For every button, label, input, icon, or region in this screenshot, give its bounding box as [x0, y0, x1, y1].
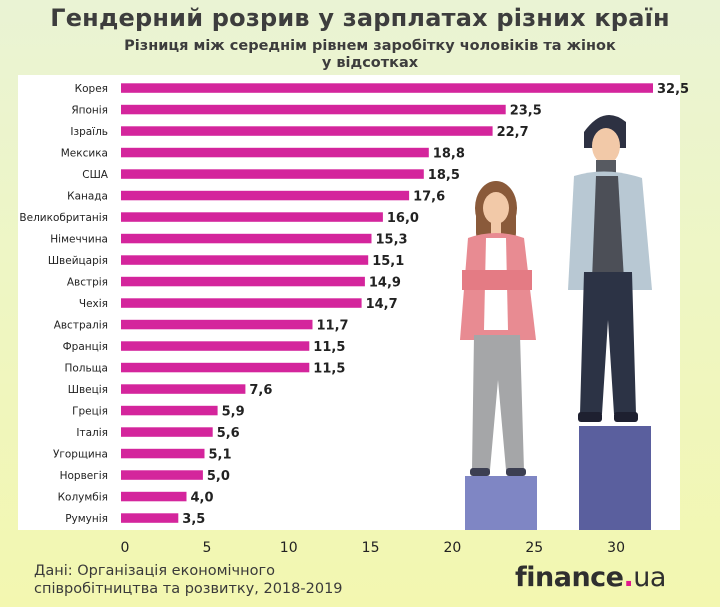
value-label-12: 11,5	[313, 340, 345, 355]
category-label-17: Угорщина	[53, 449, 108, 461]
value-label-19: 4,0	[191, 491, 214, 506]
value-label-11: 11,7	[317, 319, 349, 334]
source-note: Дані: Організація економічного співробіт…	[34, 562, 343, 598]
category-label-7: Німеччина	[50, 234, 108, 246]
source-line-1: Дані: Організація економічного	[34, 563, 275, 579]
category-label-12: Франція	[63, 341, 108, 353]
category-label-11: Австралія	[54, 320, 108, 332]
value-label-9: 14,9	[369, 276, 401, 291]
bar-17	[121, 448, 205, 459]
bar-11	[121, 319, 313, 330]
category-label-13: Польща	[64, 363, 108, 375]
value-label-17: 5,1	[209, 448, 232, 463]
country-labels: Корея Японія Ізраїль Мексика США Канада Велико…	[19, 83, 108, 525]
bars	[121, 83, 653, 523]
value-label-7: 15,3	[376, 233, 408, 248]
value-label-4: 18,5	[428, 168, 460, 183]
category-label-15: Греція	[72, 406, 108, 418]
bar-1	[121, 104, 506, 115]
pedestal-high	[579, 426, 651, 530]
logo-main: finance	[515, 562, 624, 593]
bar-6	[121, 212, 383, 222]
value-label-14: 7,6	[249, 383, 272, 398]
bar-5	[121, 190, 410, 201]
category-label-16: Італія	[76, 427, 108, 439]
value-label-10: 14,7	[366, 297, 398, 312]
value-labels: 32,5 23,5 22,7 18,8 18,5 17,6 16,0 15,3 15,1 14,9…	[182, 82, 689, 527]
bar-19	[121, 491, 187, 502]
value-label-15: 5,9	[222, 405, 245, 420]
x-axis: 0 5 10 15 20 25 30	[121, 540, 625, 556]
bar-12	[121, 341, 310, 351]
chart-subtitle: Різниця між середнім рівнем заробітку чо…	[90, 38, 650, 72]
bar-15	[121, 405, 218, 416]
subtitle-line-1: Різниця між середнім рівнем заробітку чо…	[124, 38, 616, 54]
bar-10	[121, 298, 362, 308]
category-label-5: Канада	[67, 191, 108, 203]
category-label-8: Швейцарія	[48, 255, 108, 267]
x-tick-6: 30	[607, 540, 625, 556]
pedestal-low	[465, 476, 537, 530]
category-label-4: США	[82, 169, 109, 181]
x-tick-3: 15	[362, 540, 380, 556]
value-label-20: 3,5	[182, 512, 205, 527]
bar-7	[121, 233, 372, 244]
bar-2	[121, 126, 493, 136]
x-tick-4: 20	[443, 540, 461, 556]
bar-0	[121, 83, 653, 93]
category-label-0: Корея	[75, 83, 108, 95]
subtitle-line-2: у відсотках	[321, 55, 419, 71]
value-label-8: 15,1	[372, 254, 404, 269]
illustration	[460, 114, 652, 530]
bar-8	[121, 255, 369, 265]
x-tick-2: 10	[280, 540, 298, 556]
bar-9	[121, 276, 365, 287]
value-label-6: 16,0	[387, 211, 419, 226]
category-label-2: Ізраїль	[70, 126, 108, 138]
bar-3	[121, 147, 429, 158]
category-label-3: Мексика	[61, 148, 108, 160]
bar-16	[121, 427, 213, 437]
bar-18	[121, 470, 203, 480]
bar-4	[121, 169, 424, 179]
category-label-20: Румунія	[65, 513, 108, 525]
value-label-16: 5,6	[217, 426, 240, 441]
category-label-6: Великобританія	[19, 212, 108, 224]
bar-14	[121, 384, 246, 394]
value-label-1: 23,5	[510, 104, 542, 119]
x-tick-1: 5	[202, 540, 211, 556]
x-tick-0: 0	[121, 540, 130, 556]
value-label-5: 17,6	[413, 190, 445, 205]
category-label-9: Австрія	[67, 277, 108, 289]
value-label-2: 22,7	[497, 125, 529, 140]
logo: finance.ua	[515, 562, 666, 593]
value-label-13: 11,5	[313, 362, 345, 377]
value-label-3: 18,8	[433, 147, 465, 162]
category-label-19: Колумбія	[58, 492, 108, 504]
source-line-2: співробітництва та розвитку, 2018-2019	[34, 581, 343, 597]
x-tick-5: 25	[525, 540, 543, 556]
chart-title: Гендерний розрив у зарплатах різних краї…	[50, 4, 670, 32]
value-label-18: 5,0	[207, 469, 230, 484]
bar-20	[121, 513, 179, 523]
value-label-0: 32,5	[657, 82, 689, 97]
category-label-10: Чехія	[79, 298, 108, 310]
logo-dot: .	[623, 562, 634, 593]
category-label-1: Японія	[71, 105, 108, 117]
woman-figure	[460, 181, 536, 476]
category-label-14: Швеція	[68, 384, 108, 396]
man-figure	[568, 114, 652, 422]
category-label-18: Норвегія	[60, 470, 108, 482]
bar-13	[121, 362, 310, 373]
logo-suffix: ua	[633, 562, 666, 593]
